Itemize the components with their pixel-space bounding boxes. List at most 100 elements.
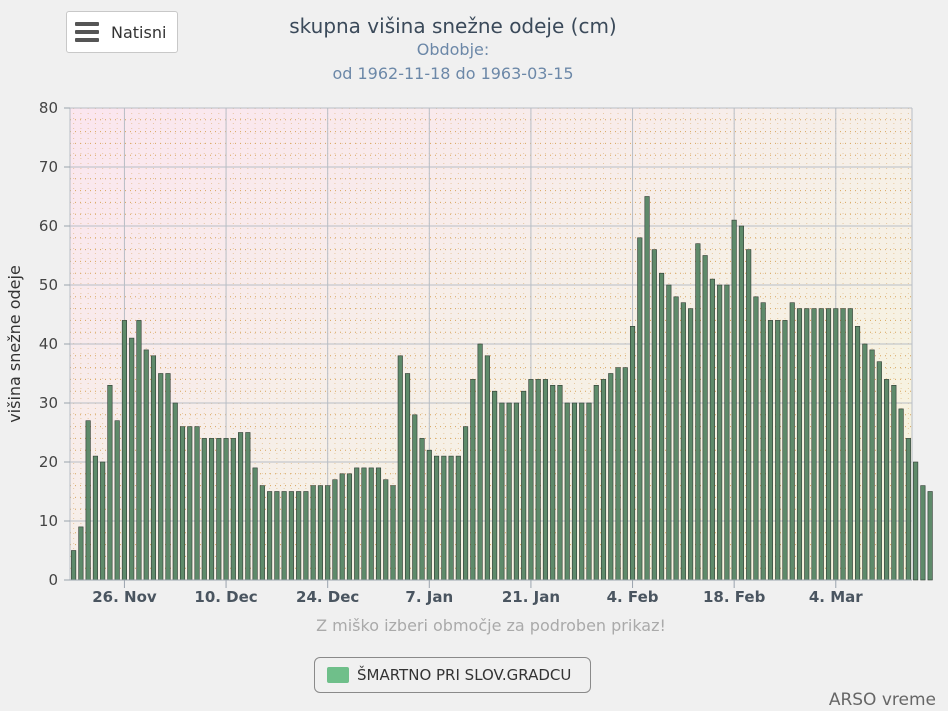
bar[interactable] bbox=[325, 485, 331, 581]
bar[interactable] bbox=[796, 308, 803, 581]
bar[interactable] bbox=[245, 432, 251, 581]
bar[interactable] bbox=[521, 390, 527, 581]
bar[interactable] bbox=[354, 467, 360, 581]
bar[interactable] bbox=[252, 467, 258, 581]
bar[interactable] bbox=[862, 343, 868, 581]
bar[interactable] bbox=[346, 473, 353, 581]
bar[interactable] bbox=[267, 491, 273, 581]
bar[interactable] bbox=[898, 408, 904, 581]
bar[interactable] bbox=[208, 438, 215, 581]
bar[interactable] bbox=[506, 402, 512, 581]
bar[interactable] bbox=[404, 373, 411, 581]
bar[interactable] bbox=[746, 249, 752, 581]
bar[interactable] bbox=[528, 379, 534, 581]
bar[interactable] bbox=[688, 308, 694, 581]
bar[interactable] bbox=[825, 308, 832, 581]
bar[interactable] bbox=[223, 438, 229, 581]
bar[interactable] bbox=[695, 243, 701, 581]
bar[interactable] bbox=[492, 390, 498, 581]
print-menu-button[interactable]: Natisni bbox=[66, 11, 178, 53]
bar[interactable] bbox=[659, 272, 665, 581]
bar[interactable] bbox=[274, 491, 280, 581]
bar[interactable] bbox=[383, 479, 389, 581]
bar[interactable] bbox=[92, 455, 98, 581]
bar[interactable] bbox=[368, 467, 374, 581]
bar[interactable] bbox=[230, 438, 236, 581]
bar[interactable] bbox=[303, 491, 309, 581]
bar[interactable] bbox=[136, 320, 142, 581]
bar[interactable] bbox=[600, 379, 607, 581]
bar[interactable] bbox=[78, 526, 84, 581]
bar[interactable] bbox=[811, 308, 817, 581]
bar[interactable] bbox=[441, 455, 447, 581]
bar[interactable] bbox=[673, 296, 679, 581]
bar[interactable] bbox=[158, 373, 164, 581]
bar[interactable] bbox=[644, 196, 650, 581]
bar[interactable] bbox=[717, 284, 723, 581]
bar[interactable] bbox=[194, 426, 200, 581]
bar[interactable] bbox=[513, 402, 519, 581]
bar[interactable] bbox=[179, 426, 186, 581]
bar[interactable] bbox=[767, 320, 774, 581]
bar[interactable] bbox=[804, 308, 810, 581]
bar[interactable] bbox=[855, 325, 861, 581]
bar[interactable] bbox=[840, 308, 846, 581]
bar[interactable] bbox=[165, 373, 171, 581]
bar[interactable] bbox=[317, 485, 323, 581]
bar[interactable] bbox=[484, 355, 490, 581]
bar[interactable] bbox=[680, 302, 686, 581]
bar[interactable] bbox=[129, 337, 135, 581]
bar[interactable] bbox=[753, 296, 759, 581]
bar[interactable] bbox=[419, 438, 425, 581]
bar[interactable] bbox=[571, 402, 578, 581]
bar[interactable] bbox=[666, 284, 672, 581]
bar[interactable] bbox=[615, 367, 621, 581]
bar[interactable] bbox=[913, 461, 919, 581]
bar[interactable] bbox=[361, 467, 367, 581]
bar[interactable] bbox=[281, 491, 287, 581]
bar[interactable] bbox=[296, 491, 302, 581]
bar[interactable] bbox=[332, 479, 338, 581]
bar[interactable] bbox=[651, 249, 657, 581]
bar[interactable] bbox=[434, 455, 440, 581]
bar[interactable] bbox=[390, 485, 396, 581]
bar[interactable] bbox=[564, 402, 570, 581]
bar[interactable] bbox=[85, 420, 91, 581]
bar[interactable] bbox=[927, 491, 933, 581]
bar[interactable] bbox=[187, 426, 193, 581]
bar[interactable] bbox=[557, 384, 563, 581]
bar[interactable] bbox=[629, 325, 636, 581]
snow-depth-chart[interactable]: 0 10 20 30 40 50 60 70 80 26. Nov 10. Dec 24. Dec 7… bbox=[0, 0, 948, 640]
bar[interactable] bbox=[724, 284, 730, 581]
bar[interactable] bbox=[920, 485, 926, 581]
bar[interactable] bbox=[455, 455, 461, 581]
bar[interactable] bbox=[847, 308, 853, 581]
bar[interactable] bbox=[216, 438, 222, 581]
bar[interactable] bbox=[121, 320, 127, 581]
bar[interactable] bbox=[760, 302, 766, 581]
bar[interactable] bbox=[833, 308, 839, 581]
bar-series[interactable] bbox=[71, 196, 933, 581]
bar[interactable] bbox=[100, 461, 106, 581]
bar[interactable] bbox=[586, 402, 592, 581]
legend-item-smartno[interactable]: ŠMARTNO PRI SLOV.GRADCU bbox=[314, 657, 591, 693]
bar[interactable] bbox=[789, 302, 795, 581]
bar[interactable] bbox=[470, 379, 476, 581]
bar[interactable] bbox=[884, 379, 890, 581]
bar[interactable] bbox=[463, 426, 469, 581]
bar[interactable] bbox=[375, 467, 382, 581]
bar[interactable] bbox=[426, 449, 432, 581]
bar[interactable] bbox=[150, 355, 157, 581]
bar[interactable] bbox=[775, 320, 781, 581]
bar[interactable] bbox=[114, 420, 120, 581]
bar[interactable] bbox=[542, 379, 548, 581]
bar[interactable] bbox=[622, 367, 628, 581]
bar[interactable] bbox=[339, 473, 345, 581]
bar[interactable] bbox=[876, 361, 882, 581]
bar[interactable] bbox=[288, 491, 294, 581]
bar[interactable] bbox=[499, 402, 505, 581]
bar[interactable] bbox=[905, 438, 911, 581]
bar[interactable] bbox=[782, 320, 788, 581]
bar[interactable] bbox=[869, 349, 875, 581]
bar[interactable] bbox=[550, 384, 556, 581]
